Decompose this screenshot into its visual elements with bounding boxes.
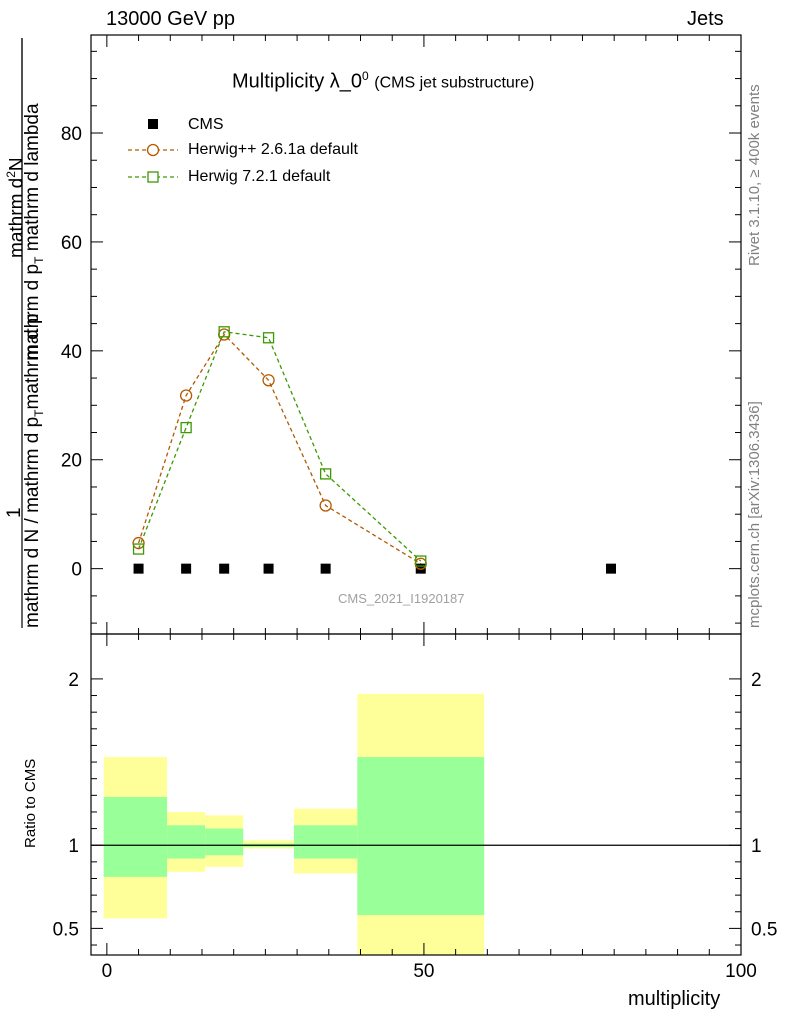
cms-point-3 — [263, 563, 274, 574]
ratio-y-tick-label-right-2: 2 — [751, 670, 762, 691]
herwig7-point-1 — [180, 421, 192, 434]
herwig7-point-0 — [132, 543, 145, 555]
legend-marker-herwig7 — [147, 171, 159, 183]
herwig7-point-3 — [262, 332, 275, 344]
main-y-tick-label-60: 60 — [61, 233, 82, 254]
chart-title: Multiplicity λ_00 (CMS jet substructure) — [232, 69, 534, 94]
x-tick-label-100: 100 — [725, 961, 757, 982]
herwigpp-point-0 — [132, 536, 145, 550]
chart-title-sup: 0 — [362, 69, 369, 83]
legend-marker-cms — [148, 119, 158, 129]
herwig7-line — [137, 331, 422, 562]
chart-subtitle: (CMS jet substructure) — [374, 74, 535, 92]
ratio-band-inner-5 — [357, 757, 485, 916]
main-y-tick-label-0: 0 — [71, 560, 82, 581]
ratio-y-tick-label-left-1: 1 — [68, 836, 79, 857]
chart-title-text: Multiplicity λ_0 — [232, 70, 363, 93]
legend-label-herwigpp: Herwig++ 2.6.1a default — [188, 141, 358, 158]
ratio-band-inner-1 — [167, 825, 206, 859]
herwig7-point-2 — [218, 326, 230, 338]
ratio-band-inner-2 — [205, 828, 244, 856]
energy-label: 13000 GeV pp — [106, 8, 235, 30]
legend-label-herwig7: Herwig 7.2.1 default — [188, 168, 331, 185]
main-y-tick-label-80: 80 — [61, 124, 82, 145]
cms-point-1 — [181, 563, 192, 574]
main-plot-frame — [90, 34, 742, 635]
ratio-y-tick-label-right-1: 1 — [751, 836, 762, 857]
herwigpp-point-4 — [319, 499, 332, 512]
ratio-band-inner-4 — [293, 825, 358, 859]
cms-point-6 — [606, 563, 616, 574]
main-y-tick-label-20: 20 — [61, 451, 82, 472]
herwig7-point-4 — [319, 468, 332, 480]
herwigpp-point-1 — [179, 389, 193, 402]
x-axis-label: multiplicity — [628, 988, 721, 1010]
legend-marker-herwigpp — [146, 143, 160, 157]
ratio-plot-frame — [90, 633, 742, 956]
main-y-tick-label-40: 40 — [61, 342, 82, 363]
cms-point-4 — [320, 563, 331, 574]
ratio-y-tick-label-right-0.5: 0.5 — [751, 919, 777, 940]
herwigpp-line — [137, 333, 422, 565]
analysis-watermark: CMS_2021_I1920187 — [338, 591, 465, 606]
ratio-y-tick-label-left-2: 2 — [68, 670, 79, 691]
herwig7-point-5 — [415, 555, 427, 567]
ratio-y-tick-label-left-0.5: 0.5 — [53, 919, 79, 940]
process-label: Jets — [687, 8, 724, 30]
legend-label-cms: CMS — [188, 116, 224, 133]
x-tick-label-50: 50 — [413, 961, 434, 982]
herwigpp-point-3 — [262, 374, 275, 387]
cms-point-0 — [133, 563, 144, 574]
cms-point-2 — [219, 563, 230, 574]
x-tick-label-0: 0 — [102, 961, 113, 982]
ratio-band-inner-0 — [103, 796, 168, 877]
